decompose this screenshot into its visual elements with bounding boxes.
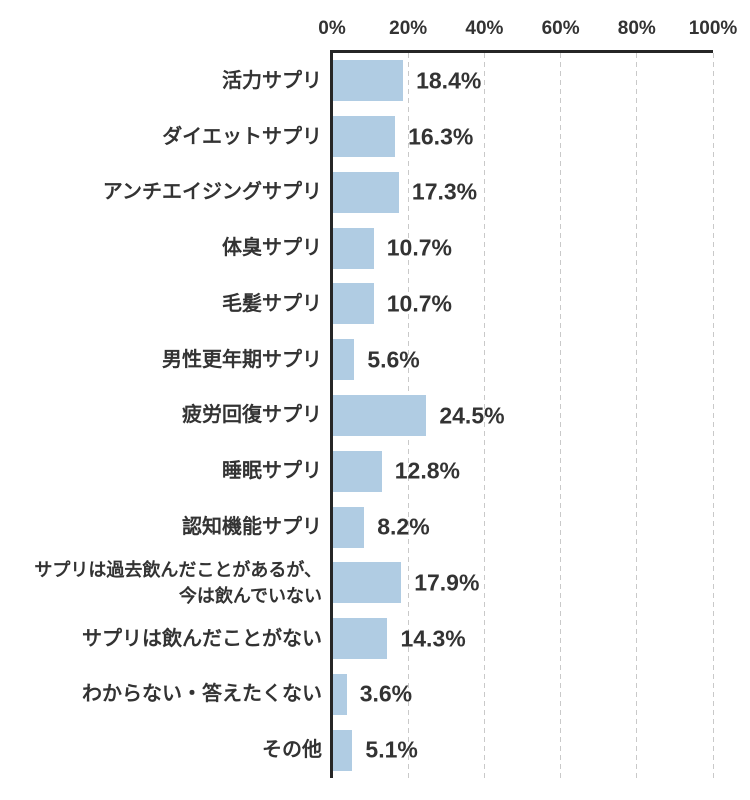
category-label: ダイエットサプリ xyxy=(0,109,322,165)
value-label: 10.7% xyxy=(386,234,452,261)
x-axis-tick-label: 0% xyxy=(318,18,346,39)
category-label-text: 体臭サプリ xyxy=(222,237,322,260)
bar xyxy=(333,116,396,158)
category-label: わからない・答えたくない xyxy=(0,666,322,722)
bar xyxy=(333,395,427,436)
x-axis-tick-label: 40% xyxy=(465,18,504,39)
x-axis-tick-label: 100% xyxy=(688,18,738,39)
bar xyxy=(333,283,374,325)
category-label-text: 疲労回復サプリ xyxy=(182,404,322,427)
category-label: 毛髪サプリ xyxy=(0,276,322,332)
bar xyxy=(333,729,353,771)
category-label-text: 睡眠サプリ xyxy=(222,460,322,483)
bar xyxy=(333,339,355,381)
gridline xyxy=(636,53,638,778)
category-label-text: 認知機能サプリ xyxy=(182,516,322,539)
category-label: サプリは飲んだことがない xyxy=(0,611,322,667)
category-label-text: 毛髪サプリ xyxy=(222,292,322,315)
category-label-text: サプリは過去飲んだことがあるが、 今は飲んでいない xyxy=(34,559,322,606)
category-label: その他 xyxy=(0,722,322,778)
bar xyxy=(333,60,404,102)
gridline xyxy=(483,53,485,778)
bar xyxy=(333,618,388,660)
value-label: 12.8% xyxy=(394,457,460,484)
category-label-text: その他 xyxy=(262,739,322,762)
value-label: 5.1% xyxy=(365,736,418,763)
value-label: 17.9% xyxy=(414,569,480,596)
category-label: サプリは過去飲んだことがあるが、 今は飲んでいない xyxy=(0,555,322,611)
bar xyxy=(333,673,347,715)
value-label: 16.3% xyxy=(408,123,474,150)
category-label-text: わからない・答えたくない xyxy=(82,683,322,706)
category-label-text: 男性更年期サプリ xyxy=(162,348,322,371)
x-axis-tick-label: 20% xyxy=(389,18,428,39)
category-label: 男性更年期サプリ xyxy=(0,332,322,388)
category-label-text: アンチエイジングサプリ xyxy=(102,181,322,204)
gridline xyxy=(560,53,562,778)
category-label: 睡眠サプリ xyxy=(0,443,322,499)
x-axis-tick-label: 80% xyxy=(617,18,656,39)
value-label: 5.6% xyxy=(367,346,420,373)
x-axis-tick-label: 60% xyxy=(541,18,580,39)
bar xyxy=(333,171,399,213)
category-label: 疲労回復サプリ xyxy=(0,388,322,444)
value-label: 10.7% xyxy=(386,290,452,317)
value-label: 14.3% xyxy=(400,625,466,652)
category-label-text: 活力サプリ xyxy=(222,69,322,92)
value-label: 24.5% xyxy=(439,402,505,428)
gridline xyxy=(712,53,714,778)
value-label: 17.3% xyxy=(411,178,478,205)
category-label: 体臭サプリ xyxy=(0,220,322,276)
category-label-text: ダイエットサプリ xyxy=(162,125,322,148)
bar xyxy=(333,227,374,269)
y-axis-line xyxy=(330,50,333,778)
bar xyxy=(333,562,402,604)
value-label: 3.6% xyxy=(359,680,413,707)
value-label: 8.2% xyxy=(377,513,430,540)
bar xyxy=(333,450,382,492)
top-axis-line xyxy=(332,50,713,53)
category-label: 活力サプリ xyxy=(0,53,322,109)
category-label-text: サプリは飲んだことがない xyxy=(82,627,322,650)
category-label: アンチエイジングサプリ xyxy=(0,165,322,221)
value-label: 18.4% xyxy=(416,67,482,94)
bar xyxy=(333,506,365,548)
category-label: 認知機能サプリ xyxy=(0,499,322,555)
